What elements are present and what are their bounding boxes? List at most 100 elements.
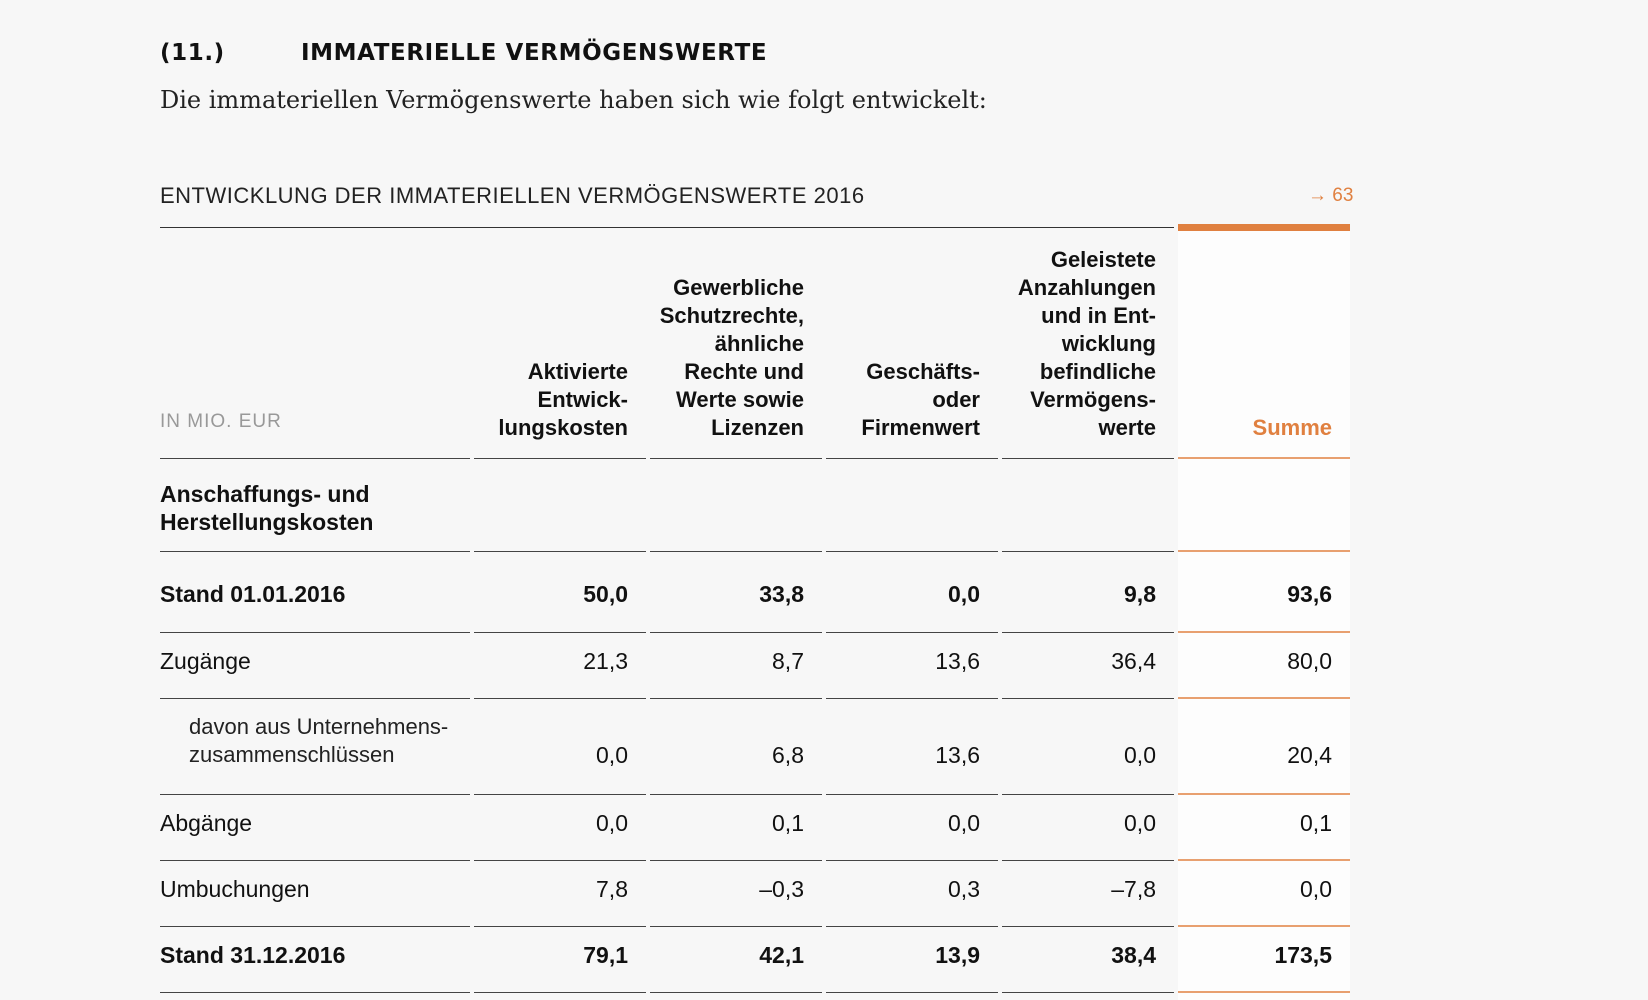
column-header-text: Aktivierte Entwick-lungskosten [498, 359, 628, 440]
value-cell: –0,3 [759, 876, 804, 902]
rule [1002, 926, 1174, 927]
column-header-text: Gewerbliche Schutzrechte, ähnliche Recht… [659, 275, 804, 440]
rule [1178, 925, 1350, 927]
row-label: Zugänge [160, 648, 251, 674]
value-cell: 21,3 [583, 648, 628, 674]
rule [826, 551, 998, 552]
value-cell: 79,1 [583, 942, 628, 968]
unit-label: IN MIO. EUR [160, 411, 282, 432]
rule [1002, 632, 1174, 633]
row-label: Abgänge [160, 810, 253, 836]
row-label: Stand 01.01.2016 [160, 581, 346, 607]
page-reference-link[interactable]: → 63 [1308, 185, 1354, 206]
value-cell: 7,8 [596, 876, 628, 902]
column-header-capitalized-dev-costs: Aktivierte Entwick-lungskosten [474, 240, 646, 442]
value-cell: 33,8 [759, 581, 804, 607]
value-cell: 0,0 [948, 810, 980, 836]
rule [650, 551, 822, 552]
rule [650, 794, 822, 795]
rule [160, 551, 470, 552]
group-heading: Anschaffungs- und Herstellungskosten [160, 481, 374, 535]
rule [1178, 457, 1350, 459]
value-cell: 9,8 [1124, 581, 1156, 607]
value-cell: 6,8 [772, 742, 804, 768]
value-cell: 0,0 [1124, 810, 1156, 836]
rule [826, 458, 998, 459]
rule [474, 698, 646, 699]
value-cell: 0,3 [948, 876, 980, 902]
value-cell: 42,1 [759, 942, 804, 968]
rule [1002, 551, 1174, 552]
sum-value-cell: 80,0 [1287, 648, 1332, 674]
column-header-intellectual-property: Gewerbliche Schutzrechte, ähnliche Recht… [650, 240, 822, 442]
rule [160, 698, 470, 699]
rule [650, 992, 822, 993]
rule [1002, 794, 1174, 795]
column-header-sum: Summe [1252, 415, 1332, 440]
value-cell: –7,8 [1111, 876, 1156, 902]
rule [474, 794, 646, 795]
rule [160, 992, 470, 993]
column-header-text: Geschäfts-oder Firmenwert [861, 359, 980, 440]
rule [826, 992, 998, 993]
rule [1178, 859, 1350, 861]
rule [160, 860, 470, 861]
rule [1178, 631, 1350, 633]
rule [474, 458, 646, 459]
rule [1178, 991, 1350, 993]
column-header-text: Geleistete Anzahlungen und in Ent-wicklu… [1017, 247, 1156, 440]
rule [1002, 992, 1174, 993]
value-cell: 13,6 [935, 648, 980, 674]
rule [1178, 697, 1350, 699]
rule [650, 458, 822, 459]
rule [474, 860, 646, 861]
value-cell: 0,0 [596, 742, 628, 768]
rule [160, 632, 470, 633]
rule [474, 992, 646, 993]
section-title: IMMATERIELLE VERMÖGENSWERTE [301, 40, 768, 66]
value-cell: 8,7 [772, 648, 804, 674]
rule [474, 551, 646, 552]
rule [826, 794, 998, 795]
sum-value-cell: 0,0 [1300, 876, 1332, 902]
rule [160, 926, 470, 927]
value-cell: 13,6 [935, 742, 980, 768]
column-header-goodwill: Geschäfts-oder Firmenwert [826, 240, 998, 442]
value-cell: 0,1 [772, 810, 804, 836]
rule [160, 458, 470, 459]
rule [826, 632, 998, 633]
section-heading: (11.) IMMATERIELLE VERMÖGENSWERTE [160, 40, 960, 66]
rule [1002, 458, 1174, 459]
rule [826, 860, 998, 861]
value-cell: 50,0 [583, 581, 628, 607]
sum-column-background [1178, 225, 1350, 1000]
rule [650, 926, 822, 927]
value-cell: 0,0 [948, 581, 980, 607]
table-top-rule [160, 227, 1174, 228]
value-cell: 13,9 [935, 942, 980, 968]
value-cell: 0,0 [1124, 742, 1156, 768]
sum-value-cell: 20,4 [1287, 742, 1332, 768]
intro-text: Die immateriellen Vermögenswerte haben s… [160, 86, 987, 114]
rule [1002, 698, 1174, 699]
row-label: davon aus Unternehmens-zusammenschlüssen [189, 714, 449, 767]
table-title: ENTWICKLUNG DER IMMATERIELLEN VERMÖGENSW… [160, 183, 865, 208]
rule [1178, 550, 1350, 552]
rule [1178, 793, 1350, 795]
sum-column-top-bar [1178, 224, 1350, 231]
value-cell: 38,4 [1111, 942, 1156, 968]
value-cell: 36,4 [1111, 648, 1156, 674]
rule [1002, 860, 1174, 861]
rule [826, 698, 998, 699]
rule [650, 860, 822, 861]
rule [474, 632, 646, 633]
column-header-prepayments: Geleistete Anzahlungen und in Ent-wicklu… [1002, 240, 1174, 442]
row-label: Umbuchungen [160, 876, 310, 902]
rule [650, 632, 822, 633]
sum-value-cell: 93,6 [1287, 581, 1332, 607]
rule [474, 926, 646, 927]
section-number: (11.) [160, 40, 225, 66]
value-cell: 0,0 [596, 810, 628, 836]
rule [160, 794, 470, 795]
sum-value-cell: 173,5 [1274, 942, 1332, 968]
